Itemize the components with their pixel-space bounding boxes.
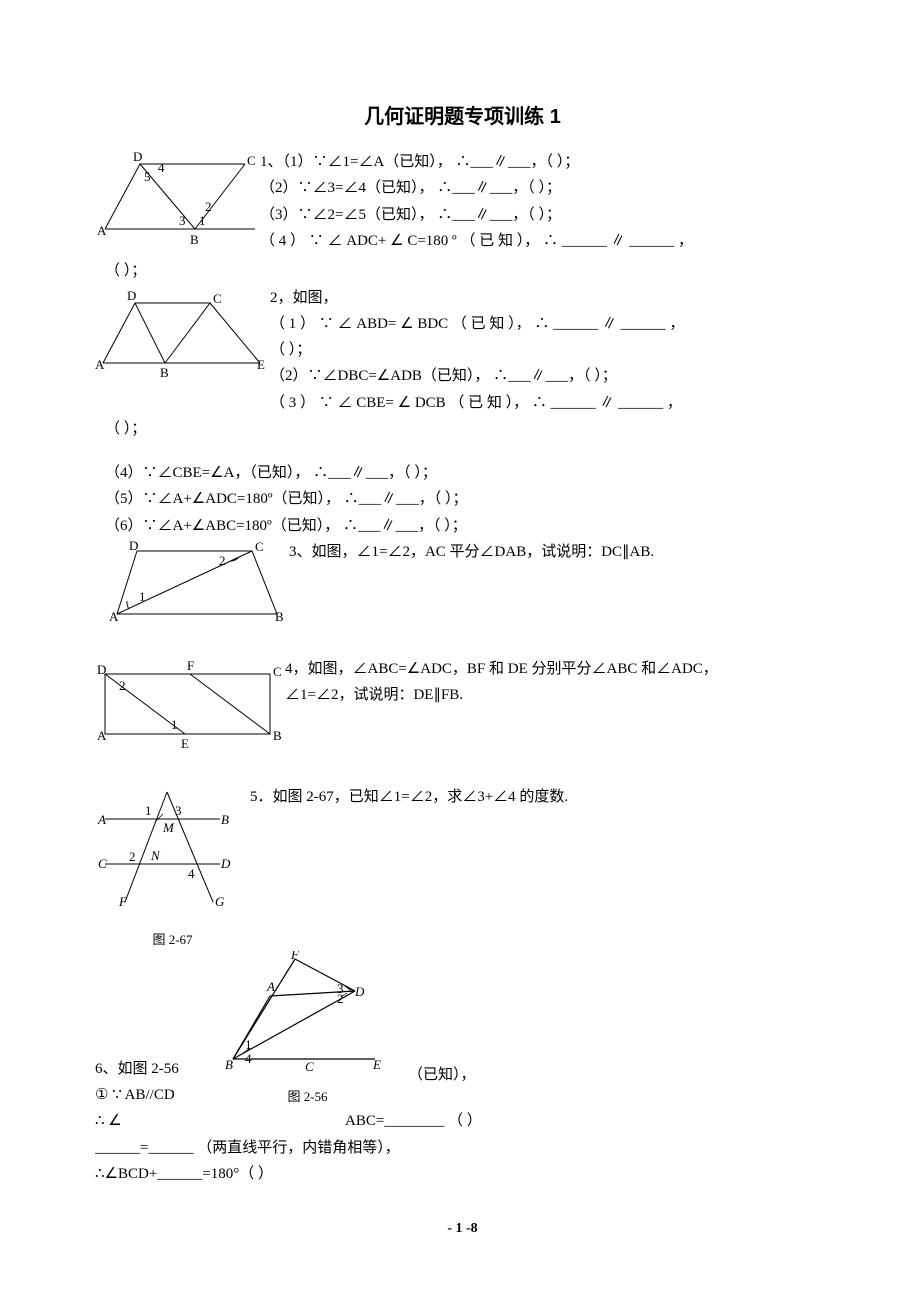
q6-l3: ______=______ （两直线平行，内错角相等）， (95, 1135, 830, 1161)
svg-text:E: E (181, 736, 189, 751)
q2-l3: （ 3 ） ∵ ∠ CBE= ∠ DCB （ 已 知 ）， ∴ ______ ∥… (270, 390, 830, 416)
svg-text:D: D (220, 856, 231, 871)
svg-text:1: 1 (145, 803, 152, 818)
q5-figure: A B C D F G M N 1 3 2 4 图 2-67 (95, 784, 250, 951)
svg-text:3: 3 (179, 213, 186, 228)
svg-text:C: C (305, 1059, 314, 1074)
svg-text:B: B (160, 365, 169, 380)
q6-row: 6、如图 2-56 ① ∵ AB//CD A B C D E F 1 2 3 4 (95, 951, 830, 1108)
svg-text:A: A (266, 979, 275, 994)
svg-text:C: C (255, 539, 264, 554)
q6-right: （已知）， (390, 1062, 830, 1108)
svg-text:G: G (215, 894, 225, 909)
q5-text: 5．如图 2-67，已知∠1=∠2，求∠3+∠4 的度数. (250, 784, 830, 810)
svg-text:1: 1 (139, 589, 146, 604)
q1-l4: （ 4 ） ∵ ∠ ADC+ ∠ C=180 º （ 已 知 ）， ∴ ____… (260, 228, 830, 254)
q1-l3: （3）∵∠2=∠5（已知）， ∴___∥___，（ ）； (260, 202, 830, 228)
q3-text: 3、如图，∠1=∠2，AC 平分∠DAB，试说明：DC∥AB. (289, 539, 830, 565)
q3-l1: 3、如图，∠1=∠2，AC 平分∠DAB，试说明：DC∥AB. (289, 539, 830, 565)
q6-l1b: ① ∵ AB//CD (95, 1082, 225, 1108)
svg-text:M: M (162, 820, 175, 835)
page-footer: - 1 -8 (95, 1217, 830, 1242)
svg-text:F: F (187, 658, 194, 673)
svg-text:A: A (97, 728, 107, 743)
svg-text:4: 4 (188, 866, 195, 881)
svg-text:E: E (372, 1057, 381, 1072)
q6-left: 6、如图 2-56 ① ∵ AB//CD (95, 1056, 225, 1109)
svg-text:1: 1 (245, 1037, 252, 1052)
svg-text:B: B (273, 728, 282, 743)
q1-row: A B D C 1 2 3 4 5 1、（1）∵∠1=∠A（已知）， ∴___∥… (95, 149, 830, 258)
svg-text:F: F (290, 951, 300, 962)
q3-figure: A B D C 1 2 (95, 539, 289, 636)
svg-text:3: 3 (337, 981, 344, 996)
svg-text:2: 2 (119, 678, 126, 693)
q4-text: 4，如图，∠ABC=∠ADC，BF 和 DE 分别平分∠ABC 和∠ADC， ∠… (285, 656, 830, 709)
q5-l1: 5．如图 2-67，已知∠1=∠2，求∠3+∠4 的度数. (250, 784, 830, 810)
q4-row: D F C A E B 1 2 4，如图，∠ABC=∠ADC，BF 和 DE 分… (95, 656, 830, 760)
svg-text:4: 4 (245, 1051, 252, 1066)
q2-l6: （6）∵∠A+∠ABC=180º（已知）， ∴___∥___，（ ）； (95, 513, 830, 539)
page-title: 几何证明题专项训练 1 (95, 100, 830, 135)
svg-text:C: C (247, 153, 256, 168)
svg-text:C: C (273, 664, 282, 679)
svg-text:B: B (275, 609, 284, 624)
q6-caption: 图 2-56 (225, 1086, 390, 1109)
svg-text:A: A (97, 812, 106, 827)
q2-l5: （5）∵∠A+∠ADC=180º（已知）， ∴___∥___，（ ）； (95, 486, 830, 512)
svg-text:N: N (150, 848, 161, 863)
q1-l5: （ ）； (95, 258, 830, 284)
q6-l1a: 6、如图 2-56 (95, 1056, 225, 1082)
q6-l1c: （已知）， (408, 1062, 830, 1088)
svg-text:C: C (213, 291, 222, 306)
svg-text:C: C (98, 856, 107, 871)
q2-l1b: （ ）； (270, 337, 830, 363)
q5-row: A B C D F G M N 1 3 2 4 图 2-67 5．如图 2-67… (95, 784, 830, 951)
q3-row: A B D C 1 2 3、如图，∠1=∠2，AC 平分∠DAB，试说明：DC∥… (95, 539, 830, 636)
q1-l2: （2）∵∠3=∠4（已知）， ∴___∥___，（ ）； (260, 175, 830, 201)
svg-text:D: D (354, 984, 365, 999)
q4-l2: ∠1=∠2，试说明：DE∥FB. (285, 682, 830, 708)
svg-text:A: A (97, 223, 107, 238)
q6-figure: A B C D E F 1 2 3 4 图 2-56 (225, 951, 390, 1108)
svg-text:3: 3 (175, 803, 182, 818)
svg-text:2: 2 (129, 849, 136, 864)
svg-text:2: 2 (205, 199, 212, 214)
svg-text:5: 5 (144, 169, 151, 184)
q6-l2b: ABC=________ （ ） (345, 1108, 482, 1134)
svg-text:D: D (129, 539, 138, 553)
svg-text:A: A (109, 609, 119, 624)
q1-figure: A B D C 1 2 3 4 5 (95, 149, 260, 258)
q2-l2: （2）∵∠DBC=∠ADB（已知）， ∴___∥___，（ ）； (270, 363, 830, 389)
svg-text:D: D (133, 149, 142, 164)
q1-l1: 1、（1）∵∠1=∠A（已知）， ∴___∥___，（ ）； (260, 149, 830, 175)
svg-text:1: 1 (199, 213, 206, 228)
q6-row2: ∴ ∠ ABC=________ （ ） (95, 1108, 830, 1134)
q2-l0: 2，如图， (270, 285, 830, 311)
svg-text:1: 1 (171, 717, 178, 732)
svg-text:B: B (190, 232, 199, 247)
svg-text:D: D (127, 288, 136, 303)
svg-text:A: A (95, 357, 105, 372)
svg-text:F: F (118, 894, 128, 909)
q2-text: 2，如图， （ 1 ） ∵ ∠ ABD= ∠ BDC （ 已 知 ）， ∴ __… (270, 285, 830, 416)
q2-l1: （ 1 ） ∵ ∠ ABD= ∠ BDC （ 已 知 ）， ∴ ______ ∥… (270, 311, 830, 337)
q2-l3b: （ ）； (95, 416, 830, 442)
svg-text:2: 2 (219, 553, 226, 568)
svg-text:4: 4 (158, 160, 165, 175)
q2-row: A B E D C 2，如图， （ 1 ） ∵ ∠ ABD= ∠ BDC （ 已… (95, 285, 830, 416)
q5-caption: 图 2-67 (95, 929, 250, 952)
q2-figure: A B E D C (95, 285, 270, 389)
q4-figure: D F C A E B 1 2 (95, 656, 285, 760)
q4-l1: 4，如图，∠ABC=∠ADC，BF 和 DE 分别平分∠ABC 和∠ADC， (285, 656, 830, 682)
q2-l4: （4）∵∠CBE=∠A，（已知）， ∴___∥___，（ ）； (95, 460, 830, 486)
svg-text:B: B (221, 812, 229, 827)
q6-l4: ∴∠BCD+______=180°（ ） (95, 1161, 830, 1187)
q6-l2a: ∴ ∠ (95, 1108, 245, 1134)
q1-text: 1、（1）∵∠1=∠A（已知）， ∴___∥___，（ ）； （2）∵∠3=∠4… (260, 149, 830, 254)
svg-text:B: B (225, 1057, 233, 1072)
svg-text:E: E (257, 357, 265, 372)
svg-text:D: D (97, 662, 106, 677)
